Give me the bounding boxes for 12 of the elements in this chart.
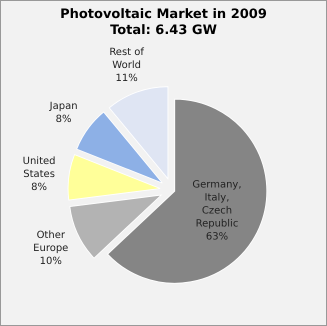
- slice-label: Rest of World: [109, 46, 144, 71]
- slice-label: Other Europe: [33, 230, 68, 254]
- data-label: 63%: [206, 231, 228, 242]
- data-label: 8%: [56, 114, 72, 125]
- slice-label: Germany, Italy, Czech Republic: [192, 179, 242, 230]
- data-label: 8%: [31, 182, 47, 194]
- chart-title: Photovoltaic Market in 2009: [60, 7, 267, 22]
- slice-label: United States: [22, 156, 56, 180]
- chart-subtitle: Total: 6.43 GW: [110, 23, 217, 38]
- data-label: 11%: [115, 72, 138, 84]
- slice-label: Japan: [48, 100, 78, 112]
- data-label: 10%: [40, 256, 62, 268]
